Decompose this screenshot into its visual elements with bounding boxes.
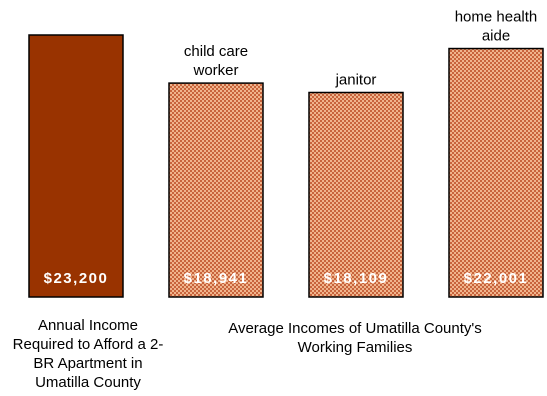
bar-3 bbox=[308, 91, 404, 298]
bar-1 bbox=[28, 34, 124, 298]
bar-category-label-3: janitor bbox=[335, 71, 377, 88]
bar-value-label-2: $18,941 bbox=[184, 270, 249, 287]
bar-2 bbox=[168, 82, 264, 298]
bar-value-label-1: $23,200 bbox=[44, 270, 109, 287]
required-income-caption: Annual Income Required to Afford a 2-BR … bbox=[12, 317, 164, 391]
bar-category-label-2: child care bbox=[184, 43, 248, 60]
bar-4 bbox=[448, 47, 544, 298]
bar-value-label-4: $22,001 bbox=[464, 270, 529, 287]
bar-category-label-4: home health bbox=[455, 9, 538, 26]
bar-category-label-2: worker bbox=[192, 62, 238, 79]
working-families-caption: Average Incomes of Umatilla County's Wor… bbox=[228, 320, 482, 356]
bar-value-label-3: $18,109 bbox=[324, 270, 389, 287]
bar-category-label-4: aide bbox=[482, 28, 510, 45]
